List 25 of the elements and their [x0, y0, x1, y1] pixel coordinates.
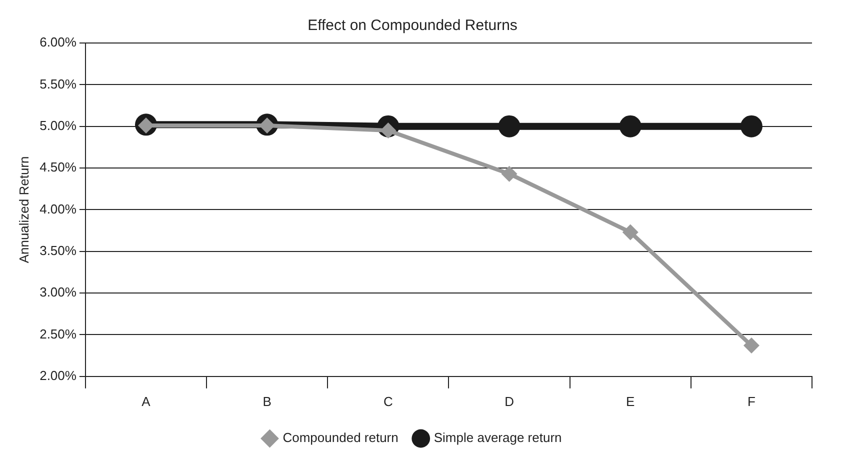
- point: [740, 115, 762, 138]
- legend-label: Simple average return: [434, 430, 562, 446]
- x-tick-label: E: [626, 394, 636, 409]
- x-tick-label: F: [747, 394, 756, 409]
- point: [498, 115, 520, 138]
- y-tick-label: 3.50%: [40, 242, 77, 258]
- y-tick-label: 2.50%: [40, 326, 77, 342]
- legend-label: Compounded return: [282, 430, 398, 446]
- x-tick-label: A: [142, 394, 151, 409]
- x-tick-label: C: [383, 394, 393, 409]
- chart-title: Effect on Compounded Returns: [308, 17, 518, 34]
- y-tick-label: 6.00%: [40, 34, 77, 50]
- y-tick-label: 2.00%: [40, 368, 77, 383]
- y-axis-title: Annualized Return: [16, 156, 32, 264]
- point: [743, 338, 760, 354]
- x-tick-label: B: [262, 394, 272, 409]
- point: [622, 224, 638, 240]
- y-tick-label: 4.00%: [40, 201, 77, 216]
- y-tick-label: 4.50%: [40, 160, 77, 175]
- y-tick-label: 5.00%: [40, 118, 77, 133]
- y-tick-label: 5.50%: [40, 76, 77, 92]
- point: [619, 115, 642, 138]
- y-tick-label: 3.00%: [40, 284, 77, 300]
- point: [501, 166, 518, 182]
- x-tick-label: D: [504, 394, 514, 409]
